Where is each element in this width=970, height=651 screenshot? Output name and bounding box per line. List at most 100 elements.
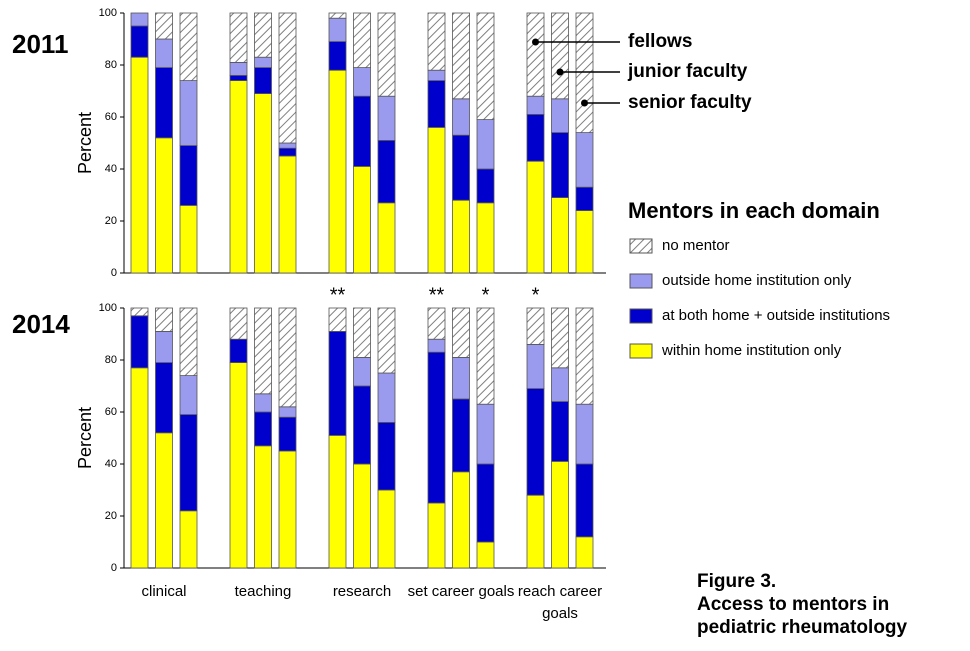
legend-label: at both home + outside institutions: [662, 307, 890, 324]
bar-segment: [155, 362, 173, 434]
figure-label: Figure 3.: [697, 571, 777, 592]
y-tick-label: 80: [105, 59, 117, 71]
bar-segment: [377, 12, 396, 97]
bar-segment: [328, 330, 347, 436]
y-tick-label: 60: [105, 406, 117, 418]
bar-segment: [476, 307, 495, 405]
bar-segment: [575, 536, 594, 569]
bar-segment: [328, 307, 347, 332]
bar-segment: [254, 411, 272, 447]
y-tick-label: 100: [99, 7, 117, 19]
bar-segment: [229, 307, 248, 340]
bar-segment: [155, 307, 173, 332]
bar-segment: [229, 362, 248, 569]
x-category-label: clinical: [141, 583, 187, 600]
bar-segment: [551, 460, 569, 569]
bar-segment: [278, 307, 297, 408]
bar-segment: [377, 139, 396, 204]
year-label: 2014: [12, 309, 70, 339]
bar-segment: [551, 401, 569, 462]
bar-segment: [229, 338, 248, 364]
bar-segment: [575, 210, 594, 274]
bar-segment: [526, 95, 545, 115]
bar-segment: [427, 351, 446, 504]
bar-segment: [575, 186, 594, 211]
bar-segment: [328, 41, 347, 71]
bar-segment: [526, 343, 545, 389]
bar-segment: [130, 25, 149, 58]
bar-segment: [179, 307, 198, 376]
bar-segment: [377, 202, 396, 274]
y-tick-label: 0: [111, 267, 117, 279]
bar-segment: [179, 145, 198, 206]
bar-segment: [179, 204, 198, 274]
y-tick-label: 20: [105, 215, 117, 227]
y-tick-label: 20: [105, 510, 117, 522]
bar-segment: [229, 80, 248, 274]
bar-segment: [575, 307, 594, 405]
bar-segment: [328, 69, 347, 274]
figure-caption: Access to mentors in: [697, 594, 890, 615]
bar-segment: [278, 155, 297, 274]
bar-segment: [278, 142, 297, 149]
bar-segment: [377, 307, 396, 374]
bar-segment: [353, 356, 371, 387]
significance-marker: *: [482, 284, 490, 306]
bar-segment: [328, 12, 347, 19]
bar-segment: [452, 199, 470, 274]
legend-swatch: [629, 273, 653, 289]
bar-segment: [452, 98, 470, 136]
bar-segment: [377, 421, 396, 491]
bar-segment: [551, 132, 569, 199]
annotation-label: fellows: [628, 31, 692, 52]
x-category-label: reach career goals: [517, 583, 603, 622]
y-tick-label: 40: [105, 163, 117, 175]
y-tick-label: 40: [105, 458, 117, 470]
bar-segment: [130, 367, 149, 569]
annotation-label: junior faculty: [627, 61, 748, 82]
x-category-label: set career goals: [407, 583, 515, 600]
y-axis-label: Percent: [75, 407, 95, 469]
bar-segment: [353, 307, 371, 358]
bar-segment: [427, 127, 446, 274]
bar-segment: [551, 197, 569, 274]
y-tick-label: 60: [105, 111, 117, 123]
legend-swatch: [629, 238, 653, 254]
bar-segment: [452, 307, 470, 358]
y-tick-label: 80: [105, 354, 117, 366]
bar-segment: [278, 12, 297, 144]
bar-segment: [155, 67, 173, 139]
bar-segment: [377, 95, 396, 141]
bar-segment: [526, 160, 545, 274]
legend-swatch: [629, 308, 653, 324]
bar-segment: [130, 56, 149, 274]
bar-segment: [427, 12, 446, 71]
significance-marker: **: [429, 284, 445, 306]
bar-segment: [427, 502, 446, 569]
bar-segment: [353, 165, 371, 274]
year-label: 2011: [12, 29, 68, 59]
bar-segment: [130, 12, 149, 27]
bar-segment: [575, 403, 594, 465]
bar-segment: [575, 463, 594, 538]
bar-segment: [353, 67, 371, 97]
bar-segment: [254, 67, 272, 94]
bar-segment: [575, 132, 594, 188]
bar-segment: [328, 17, 347, 43]
bar-segment: [155, 432, 173, 569]
bar-segment: [551, 98, 569, 134]
bar-segment: [377, 372, 396, 423]
bar-segment: [353, 12, 371, 68]
bar-segment: [155, 12, 173, 40]
bar-segment: [353, 463, 371, 569]
bar-segment: [427, 307, 446, 340]
bar-segment: [377, 489, 396, 569]
bar-segment: [476, 403, 495, 465]
significance-marker: *: [532, 284, 540, 306]
y-axis-label: Percent: [75, 112, 95, 174]
bar-segment: [155, 38, 173, 69]
bar-segment: [254, 307, 272, 395]
bar-segment: [353, 95, 371, 167]
bar-segment: [476, 463, 495, 543]
